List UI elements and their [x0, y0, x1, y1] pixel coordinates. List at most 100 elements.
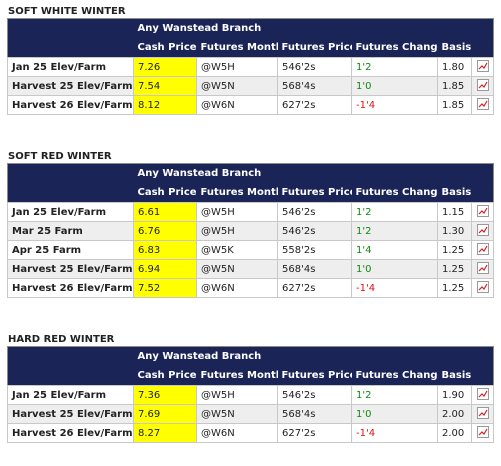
chart-icon[interactable]: [476, 78, 489, 91]
bid-table: Any Wanstead Branch Cash Price Futures Mon…: [7, 18, 494, 115]
cash-price: 6.76: [133, 221, 197, 241]
column-header-row: Cash Price Futures Month Futures Price Futu…: [7, 38, 494, 58]
location: Jan 25 Elev/Farm: [7, 57, 134, 77]
bid-row: Harvest 25 Elev/Farm 7.69 @W5N 568'4s 1'0 2.0…: [7, 404, 494, 424]
futures-month: @W5H: [196, 221, 278, 241]
location: Harvest 26 Elev/Farm: [7, 423, 134, 443]
bid-row: Jan 25 Elev/Farm 6.61 @W5H 546'2s 1'2 1.15: [7, 202, 494, 222]
cash-price: 8.12: [133, 95, 197, 115]
futures-month: @W5N: [196, 76, 278, 96]
branch-row: Any Wanstead Branch: [7, 18, 494, 38]
chart-link-cell[interactable]: [471, 385, 494, 405]
branch-name: Any Wanstead Branch: [133, 163, 494, 183]
chart-link-cell[interactable]: [471, 278, 494, 298]
chart-icon[interactable]: [476, 261, 489, 274]
chart-icon[interactable]: [476, 223, 489, 236]
futures-change: 1'2: [351, 57, 438, 77]
bid-row: Jan 25 Elev/Farm 7.26 @W5H 546'2s 1'2 1.80: [7, 57, 494, 77]
chart-link-cell[interactable]: [471, 202, 494, 222]
location: Apr 25 Farm: [7, 240, 134, 260]
column-header: Basis: [437, 366, 472, 386]
column-header: Cash Price: [133, 183, 197, 203]
basis: 1.25: [437, 259, 472, 279]
basis: 2.00: [437, 423, 472, 443]
cash-price: 7.69: [133, 404, 197, 424]
futures-month: @W5N: [196, 404, 278, 424]
futures-price: 568'4s: [277, 404, 352, 424]
cash-price: 6.94: [133, 259, 197, 279]
column-header: Futures Price: [277, 38, 352, 58]
chart-link-cell[interactable]: [471, 259, 494, 279]
section: SOFT WHITE WINTER Any Wanstead Branch Cash…: [7, 5, 501, 115]
column-header-row: Cash Price Futures Month Futures Price Futu…: [7, 183, 494, 203]
branch-row: Any Wanstead Branch: [7, 163, 494, 183]
futures-change: 1'0: [351, 259, 438, 279]
futures-month: @W6N: [196, 278, 278, 298]
chart-icon[interactable]: [476, 280, 489, 293]
bid-row: Jan 25 Elev/Farm 7.36 @W5H 546'2s 1'2 1.90: [7, 385, 494, 405]
futures-change: 1'0: [351, 76, 438, 96]
section: HARD RED WINTER Any Wanstead Branch Cash P…: [7, 333, 501, 443]
location: Jan 25 Elev/Farm: [7, 202, 134, 222]
cash-price: 7.54: [133, 76, 197, 96]
basis: 2.00: [437, 404, 472, 424]
futures-month: @W5H: [196, 202, 278, 222]
cash-price: 8.27: [133, 423, 197, 443]
bid-row: Mar 25 Farm 6.76 @W5H 546'2s 1'2 1.30: [7, 221, 494, 241]
futures-change: 1'0: [351, 404, 438, 424]
futures-price: 558'2s: [277, 240, 352, 260]
header-blank: [7, 163, 134, 183]
cash-price: 6.61: [133, 202, 197, 222]
chart-link-cell[interactable]: [471, 404, 494, 424]
column-header: Cash Price: [133, 366, 197, 386]
header-blank: [7, 18, 134, 38]
location: Harvest 26 Elev/Farm: [7, 278, 134, 298]
chart-link-cell[interactable]: [471, 240, 494, 260]
cash-price: 7.26: [133, 57, 197, 77]
column-header: Futures Change: [351, 38, 438, 58]
futures-month: @W5K: [196, 240, 278, 260]
bid-row: Harvest 26 Elev/Farm 8.12 @W6N 627'2s -1'4 1.…: [7, 95, 494, 115]
location: Mar 25 Farm: [7, 221, 134, 241]
column-header: Futures Price: [277, 183, 352, 203]
section: SOFT RED WINTER Any Wanstead Branch Cash P…: [7, 150, 501, 298]
chart-link-cell[interactable]: [471, 221, 494, 241]
chart-link-cell[interactable]: [471, 57, 494, 77]
bid-table: Any Wanstead Branch Cash Price Futures Mon…: [7, 163, 494, 298]
header-blank: [7, 38, 134, 58]
branch-name: Any Wanstead Branch: [133, 18, 494, 38]
futures-price: 627'2s: [277, 423, 352, 443]
chart-icon[interactable]: [476, 242, 489, 255]
chart-icon[interactable]: [476, 406, 489, 419]
bid-row: Harvest 26 Elev/Farm 7.52 @W6N 627'2s -1'4 1.…: [7, 278, 494, 298]
chart-link-cell[interactable]: [471, 95, 494, 115]
basis: 1.30: [437, 221, 472, 241]
basis: 1.90: [437, 385, 472, 405]
basis: 1.85: [437, 76, 472, 96]
location: Harvest 25 Elev/Farm: [7, 404, 134, 424]
futures-price: 546'2s: [277, 202, 352, 222]
location: Harvest 26 Elev/Farm: [7, 95, 134, 115]
chart-link-cell[interactable]: [471, 423, 494, 443]
column-header: Futures Change: [351, 183, 438, 203]
futures-month: @W5H: [196, 57, 278, 77]
column-header: Futures Month: [196, 366, 278, 386]
location: Harvest 25 Elev/Farm: [7, 259, 134, 279]
cash-price: 7.52: [133, 278, 197, 298]
futures-change: 1'4: [351, 240, 438, 260]
futures-month: @W5H: [196, 385, 278, 405]
chart-icon[interactable]: [476, 425, 489, 438]
chart-icon[interactable]: [476, 97, 489, 110]
chart-link-cell[interactable]: [471, 76, 494, 96]
chart-icon[interactable]: [476, 59, 489, 72]
futures-change: 1'2: [351, 202, 438, 222]
chart-icon[interactable]: [476, 387, 489, 400]
basis: 1.80: [437, 57, 472, 77]
chart-icon[interactable]: [476, 204, 489, 217]
futures-price: 546'2s: [277, 57, 352, 77]
futures-price: 627'2s: [277, 95, 352, 115]
futures-change: 1'2: [351, 385, 438, 405]
column-header: Basis: [437, 183, 472, 203]
branch-row: Any Wanstead Branch: [7, 346, 494, 366]
